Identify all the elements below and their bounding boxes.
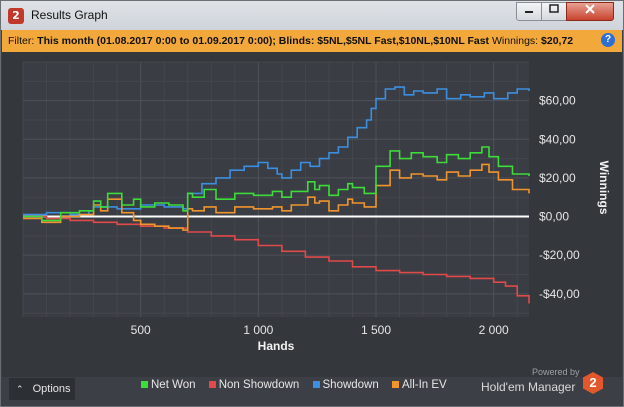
results-chart: 500 1 000 1 500 2 000 -$40,00 -$20,00 $0,00 $20…	[22, 61, 611, 353]
legend-non-showdown[interactable]: Non Showdown	[208, 379, 300, 391]
filter-bar: Filter: This month (01.08.2017 0:00 to 0…	[2, 30, 622, 52]
minimize-button[interactable]	[516, 2, 542, 21]
brand-name: Hold'em Manager	[481, 380, 576, 394]
series-line-all-in-ev	[23, 163, 530, 231]
legend-swatch	[312, 381, 320, 388]
legend-net-won[interactable]: Net Won	[141, 379, 196, 391]
chart-area: 500 1 000 1 500 2 000 -$40,00 -$20,00 $0,00 $20…	[2, 52, 622, 377]
y-tick-label: $0,00	[539, 210, 569, 224]
options-button[interactable]: ⌃ Options	[9, 378, 75, 400]
x-tick-label: 2 000	[479, 323, 509, 337]
chevron-up-icon: ⌃	[16, 384, 24, 394]
legend-showdown[interactable]: Showdown	[312, 379, 379, 391]
y-tick-label: $20,00	[539, 171, 576, 185]
legend-swatch	[391, 381, 399, 388]
legend-swatch	[208, 381, 216, 388]
y-axis-title: Winnings	[597, 161, 611, 215]
maximize-icon	[549, 4, 559, 13]
window-title: Results Graph	[31, 8, 108, 22]
series-line-non-showdown	[23, 215, 530, 304]
legend-swatch	[141, 381, 148, 388]
legend-label: Non Showdown	[218, 379, 300, 391]
close-icon	[585, 4, 595, 14]
maximize-button[interactable]	[541, 2, 567, 21]
x-tick-label: 1 000	[243, 323, 273, 337]
series-line-net-won	[23, 146, 530, 222]
minimize-icon	[525, 11, 533, 13]
winnings-label: Winnings:	[491, 35, 539, 47]
title-bar[interactable]: 2 Results Graph	[1, 1, 623, 30]
series-line-showdown	[23, 86, 530, 216]
chart-legend: Net Won Non Showdown Showdown All-In EV	[141, 379, 457, 395]
legend-allin-ev[interactable]: All-In EV	[391, 379, 447, 391]
filter-label: Filter:	[8, 35, 35, 47]
legend-label: Showdown	[322, 379, 379, 391]
y-tick-label: $60,00	[539, 94, 576, 108]
y-tick-label: -$40,00	[539, 287, 580, 301]
close-button[interactable]	[566, 2, 614, 21]
brand-logo-icon: 2	[583, 372, 603, 394]
legend-label: Net Won	[151, 379, 196, 391]
x-axis-title: Hands	[258, 339, 295, 353]
y-tick-label: -$20,00	[539, 248, 580, 262]
powered-by-text: Powered by	[532, 367, 580, 377]
legend-label: All-In EV	[401, 379, 447, 391]
y-tick-label: $40,00	[539, 132, 576, 146]
app-logo-icon: 2	[8, 8, 24, 24]
filter-value: This month (01.08.2017 0:00 to 01.09.201…	[37, 35, 490, 47]
x-tick-label: 500	[131, 323, 151, 337]
winnings-value: $20,72	[541, 35, 574, 47]
options-label: Options	[32, 383, 71, 395]
x-tick-label: 1 500	[361, 323, 391, 337]
help-icon[interactable]: ?	[601, 33, 615, 47]
